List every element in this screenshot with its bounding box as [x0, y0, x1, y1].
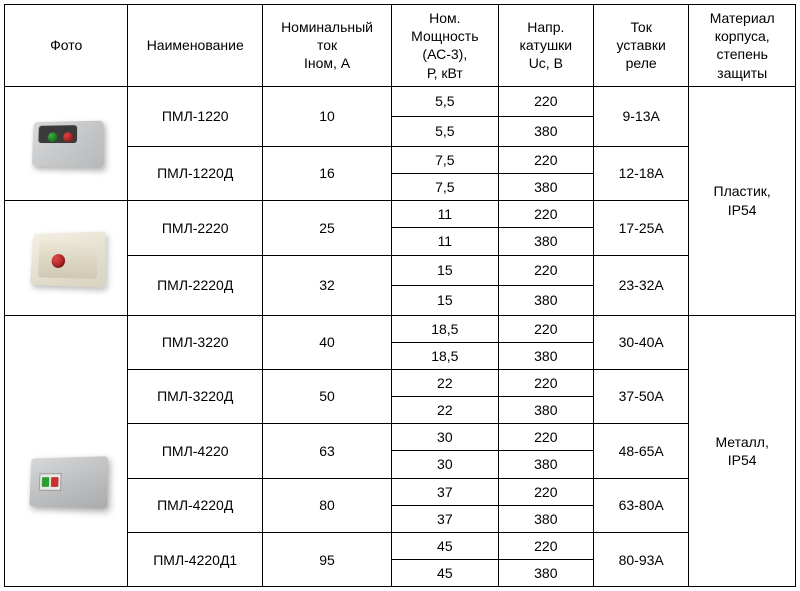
relay-current: 80-93А [593, 533, 688, 587]
power: 7,5 [392, 173, 499, 200]
coil-voltage: 380 [498, 397, 593, 424]
model-name: ПМЛ-1220 [128, 86, 263, 146]
relay-current: 23-32А [593, 255, 688, 315]
photo-cell-3 [5, 315, 128, 587]
device-image-pml-3220 [21, 451, 111, 511]
case-material: Металл,IP54 [689, 315, 796, 587]
coil-voltage: 380 [498, 342, 593, 369]
hdr-photo: Фото [5, 5, 128, 87]
photo-cell-1 [5, 86, 128, 200]
coil-voltage: 220 [498, 146, 593, 173]
model-name: ПМЛ-4220Д [128, 478, 263, 532]
model-name: ПМЛ-2220Д [128, 255, 263, 315]
coil-voltage: 220 [498, 533, 593, 560]
nom-current: 50 [263, 369, 392, 423]
nom-current: 80 [263, 478, 392, 532]
hdr-current: НоминальныйтокIном, А [263, 5, 392, 87]
hdr-name: Наименование [128, 5, 263, 87]
relay-current: 30-40А [593, 315, 688, 369]
coil-voltage: 380 [498, 451, 593, 478]
nom-current: 40 [263, 315, 392, 369]
model-name: ПМЛ-4220Д1 [128, 533, 263, 587]
coil-voltage: 220 [498, 86, 593, 116]
device-image-pml-2220 [21, 228, 111, 288]
relay-current: 37-50А [593, 369, 688, 423]
power: 45 [392, 560, 499, 587]
coil-voltage: 220 [498, 369, 593, 396]
spec-table: Фото Наименование НоминальныйтокIном, А … [4, 4, 796, 587]
relay-current: 17-25А [593, 201, 688, 255]
power: 15 [392, 255, 499, 285]
model-name: ПМЛ-1220Д [128, 146, 263, 200]
power: 11 [392, 201, 499, 228]
model-name: ПМЛ-2220 [128, 201, 263, 255]
nom-current: 95 [263, 533, 392, 587]
photo-cell-2 [5, 201, 128, 315]
coil-voltage: 220 [498, 424, 593, 451]
power: 30 [392, 424, 499, 451]
power: 37 [392, 505, 499, 532]
header-row: Фото Наименование НоминальныйтокIном, А … [5, 5, 796, 87]
model-name: ПМЛ-3220 [128, 315, 263, 369]
table-row: ПМЛ-2220 25 11 220 17-25А [5, 201, 796, 228]
relay-current: 9-13А [593, 86, 688, 146]
coil-voltage: 380 [498, 560, 593, 587]
nom-current: 25 [263, 201, 392, 255]
power: 45 [392, 533, 499, 560]
power: 5,5 [392, 86, 499, 116]
coil-voltage: 220 [498, 255, 593, 285]
coil-voltage: 380 [498, 173, 593, 200]
nom-current: 16 [263, 146, 392, 200]
hdr-relay: Токуставкиреле [593, 5, 688, 87]
coil-voltage: 220 [498, 478, 593, 505]
coil-voltage: 380 [498, 116, 593, 146]
relay-current: 63-80А [593, 478, 688, 532]
nom-current: 32 [263, 255, 392, 315]
coil-voltage: 220 [498, 315, 593, 342]
power: 30 [392, 451, 499, 478]
power: 11 [392, 228, 499, 255]
power: 18,5 [392, 315, 499, 342]
nom-current: 63 [263, 424, 392, 478]
hdr-power: Ном.Мощность(АС-3),Р, кВт [392, 5, 499, 87]
relay-current: 48-65А [593, 424, 688, 478]
nom-current: 10 [263, 86, 392, 146]
power: 5,5 [392, 116, 499, 146]
power: 15 [392, 285, 499, 315]
coil-voltage: 380 [498, 228, 593, 255]
device-image-pml-1220 [21, 113, 111, 173]
relay-current: 12-18А [593, 146, 688, 200]
model-name: ПМЛ-3220Д [128, 369, 263, 423]
coil-voltage: 380 [498, 505, 593, 532]
power: 18,5 [392, 342, 499, 369]
power: 22 [392, 369, 499, 396]
power: 37 [392, 478, 499, 505]
table-row: ПМЛ-1220 10 5,5 220 9-13А Пластик,IP54 [5, 86, 796, 116]
table-row: ПМЛ-3220 40 18,5 220 30-40А Металл,IP54 [5, 315, 796, 342]
power: 7,5 [392, 146, 499, 173]
model-name: ПМЛ-4220 [128, 424, 263, 478]
power: 22 [392, 397, 499, 424]
hdr-case: Материалкорпуса,степеньзащиты [689, 5, 796, 87]
case-material: Пластик,IP54 [689, 86, 796, 315]
coil-voltage: 380 [498, 285, 593, 315]
hdr-coil: Напр.катушкиUc, В [498, 5, 593, 87]
coil-voltage: 220 [498, 201, 593, 228]
